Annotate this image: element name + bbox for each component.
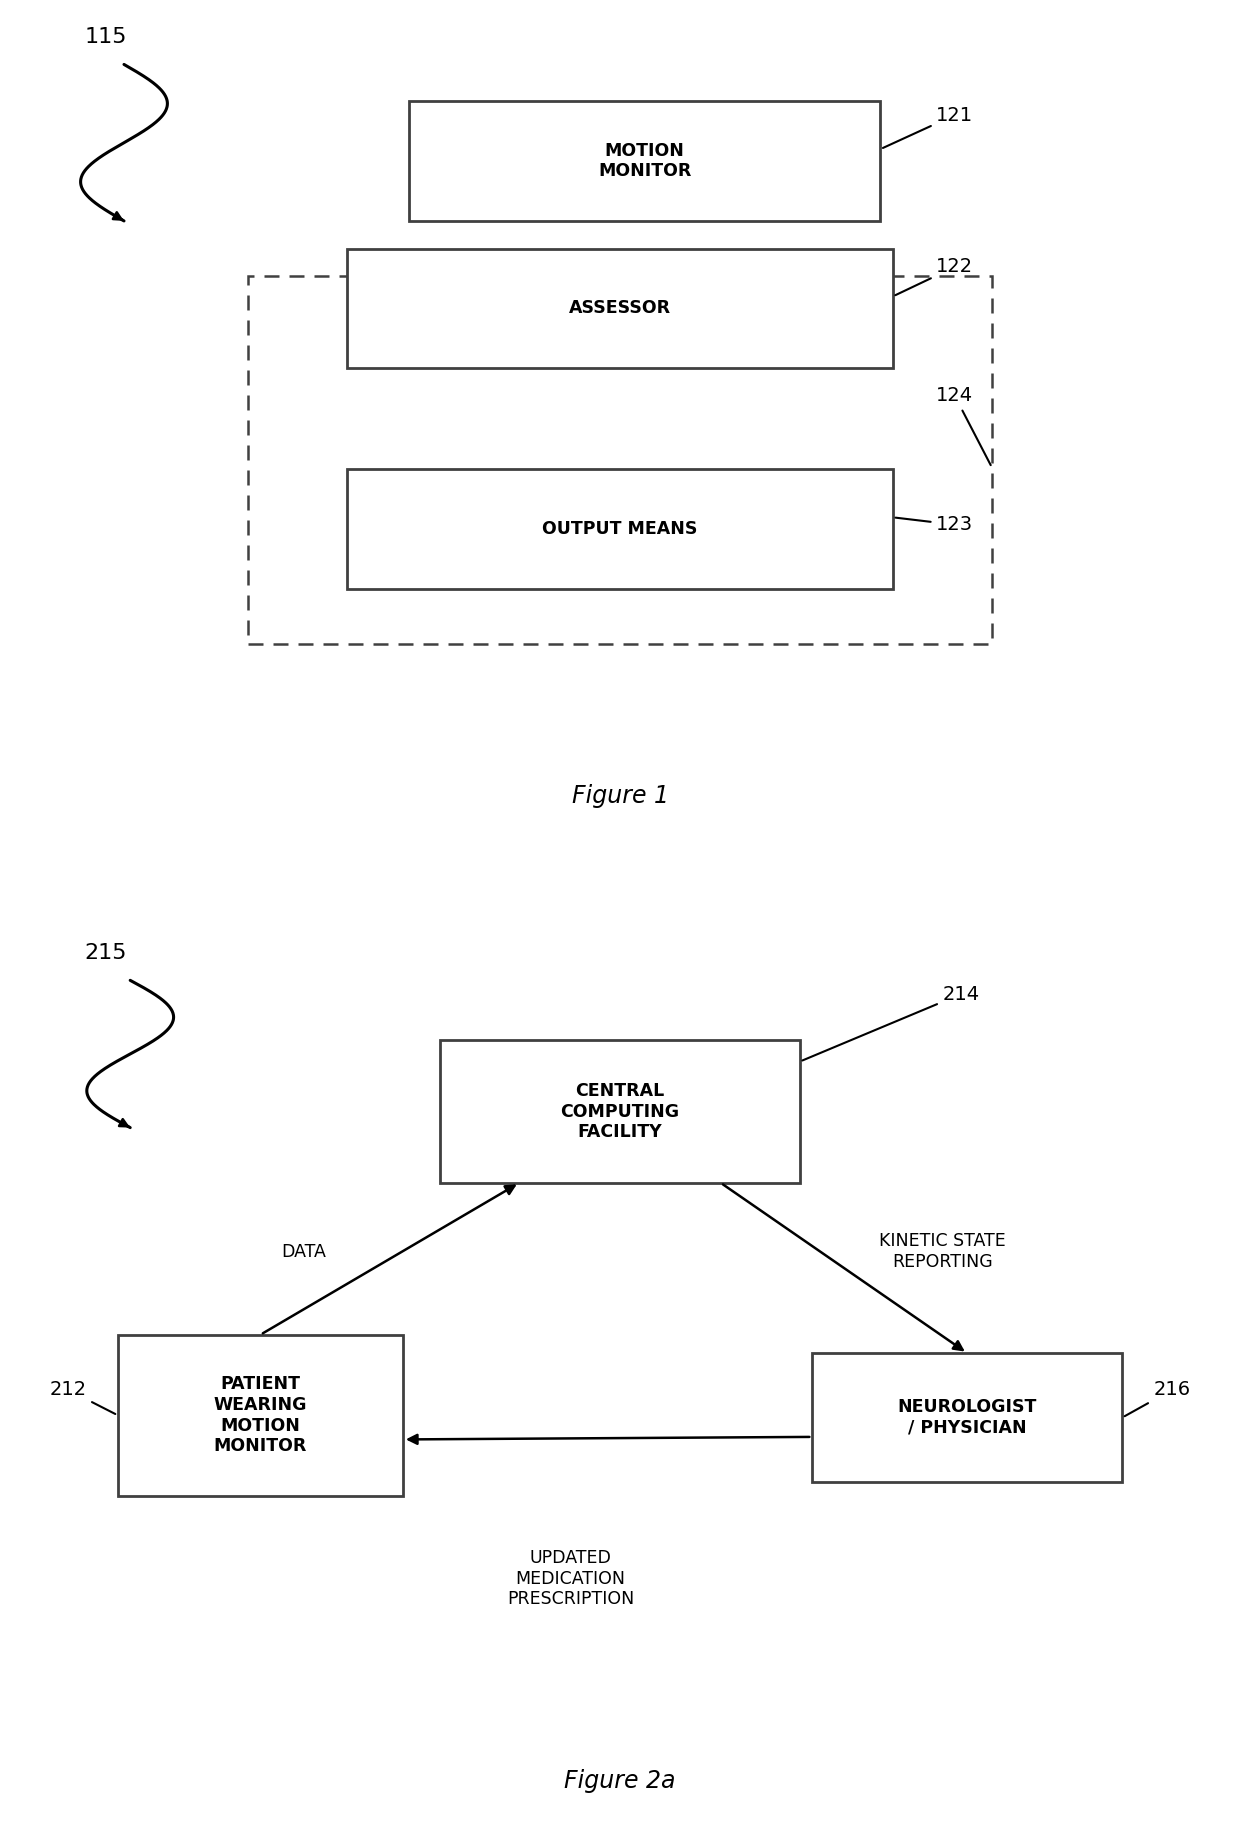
Bar bbox=[248, 276, 992, 644]
Text: CENTRAL
COMPUTING
FACILITY: CENTRAL COMPUTING FACILITY bbox=[560, 1083, 680, 1141]
Text: PATIENT
WEARING
MOTION
MONITOR: PATIENT WEARING MOTION MONITOR bbox=[213, 1375, 308, 1456]
Bar bbox=[409, 101, 880, 221]
Text: MOTION
MONITOR: MOTION MONITOR bbox=[598, 142, 692, 180]
Text: NEUROLOGIST
/ PHYSICIAN: NEUROLOGIST / PHYSICIAN bbox=[898, 1397, 1037, 1438]
Text: 214: 214 bbox=[802, 985, 980, 1060]
Text: Figure 2a: Figure 2a bbox=[564, 1769, 676, 1793]
Text: 122: 122 bbox=[895, 258, 973, 295]
Text: 212: 212 bbox=[50, 1381, 115, 1414]
Text: 216: 216 bbox=[1125, 1381, 1190, 1416]
Text: 124: 124 bbox=[936, 387, 991, 466]
Bar bbox=[347, 469, 893, 589]
Bar bbox=[118, 1335, 403, 1495]
Text: DATA: DATA bbox=[281, 1243, 326, 1261]
Bar bbox=[812, 1353, 1122, 1482]
Text: 121: 121 bbox=[883, 105, 973, 147]
Text: 123: 123 bbox=[895, 515, 973, 534]
Text: 215: 215 bbox=[84, 943, 126, 963]
Text: KINETIC STATE
REPORTING: KINETIC STATE REPORTING bbox=[879, 1232, 1006, 1272]
Text: 115: 115 bbox=[84, 28, 126, 46]
Bar bbox=[440, 1040, 800, 1184]
Text: Figure 1: Figure 1 bbox=[572, 784, 668, 808]
Text: ASSESSOR: ASSESSOR bbox=[569, 300, 671, 317]
Text: UPDATED
MEDICATION
PRESCRIPTION: UPDATED MEDICATION PRESCRIPTION bbox=[507, 1548, 634, 1609]
Text: OUTPUT MEANS: OUTPUT MEANS bbox=[542, 521, 698, 538]
Bar bbox=[347, 249, 893, 368]
